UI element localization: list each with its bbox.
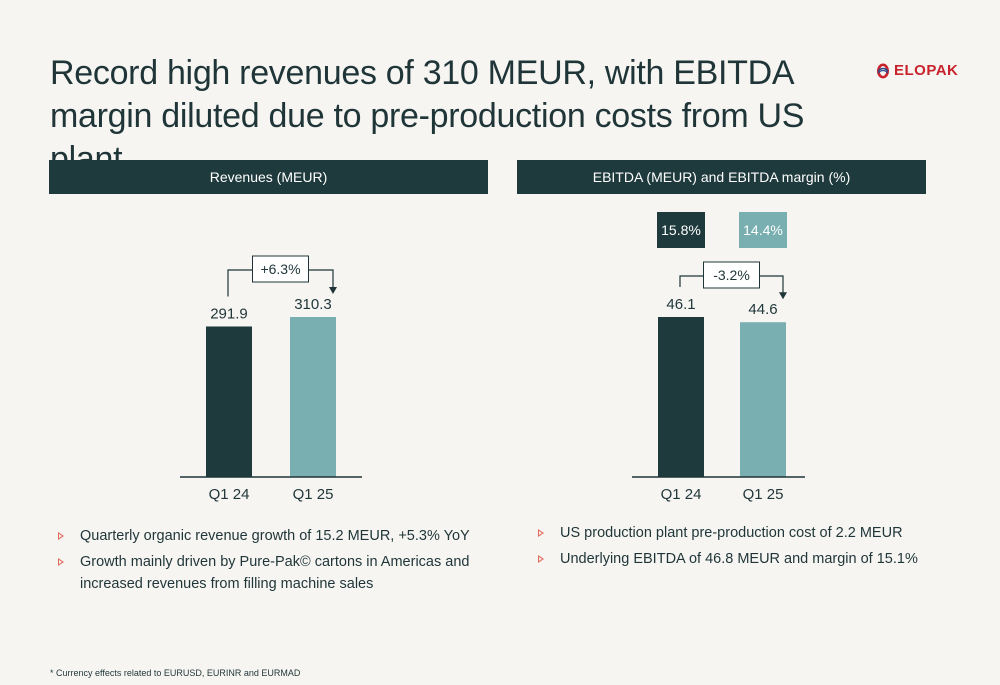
revenue-bullets: Quarterly organic revenue growth of 15.2… [50,525,470,599]
ebitda-margin-label: 14.4% [743,222,783,238]
ebitda-value-label: 44.6 [748,301,777,318]
revenue-value-label: 291.9 [210,305,248,322]
bullet-triangle-icon [538,555,544,563]
ebitda-margin-box [657,212,705,248]
revenue-value-label: 310.3 [294,296,332,313]
bullet-item: Underlying EBITDA of 46.8 MEUR and margi… [530,548,950,570]
revenues-header-label: Revenues (MEUR) [209,169,328,185]
ebitda-change-box [703,261,760,289]
bullet-item: US production plant pre-production cost … [530,522,950,544]
bullet-triangle-icon [58,532,64,540]
ebitda-bullets: US production plant pre-production cost … [530,522,950,574]
ebitda-margin-label: 15.8% [661,222,701,238]
ebitda-change-label: -3.2% [713,267,750,283]
ebitda-change-arrow-icon [779,292,787,300]
footnote: * Currency effects related to EURUSD, EU… [50,668,301,678]
elopak-logo-icon [877,63,889,78]
bullet-triangle-icon [538,529,544,537]
ebitda-category-label: Q1 25 [743,486,784,503]
ebitda-category-label: Q1 24 [661,486,702,503]
page-title: Record high revenues of 310 MEUR, with E… [50,54,805,178]
ebitda-header-label: EBITDA (MEUR) and EBITDA margin (%) [592,169,851,185]
ebitda-bar-q1-25 [740,322,786,477]
revenue-change-box [252,255,309,283]
revenue-category-label: Q1 24 [209,486,250,503]
revenue-bar-q1-24 [206,326,252,477]
ebitda-bar-q1-24 [658,317,704,477]
bullet-triangle-icon [58,558,64,566]
bullet-item: Growth mainly driven by Pure-Pak© carton… [50,551,470,595]
bullet-item: Quarterly organic revenue growth of 15.2… [50,525,470,547]
ebitda-value-label: 46.1 [666,296,695,313]
ebitda-panel-header: EBITDA (MEUR) and EBITDA margin (%) [517,160,926,194]
logo: ELOPAK [876,62,958,79]
revenue-change-arrow-icon [329,287,337,294]
logo-text: ELOPAK [894,62,959,79]
revenue-category-label: Q1 25 [293,486,334,503]
revenues-panel-header: Revenues (MEUR) [49,160,488,194]
revenue-change-label: +6.3% [260,261,300,277]
ebitda-margin-box [739,212,787,248]
revenue-bar-q1-25 [290,317,336,477]
